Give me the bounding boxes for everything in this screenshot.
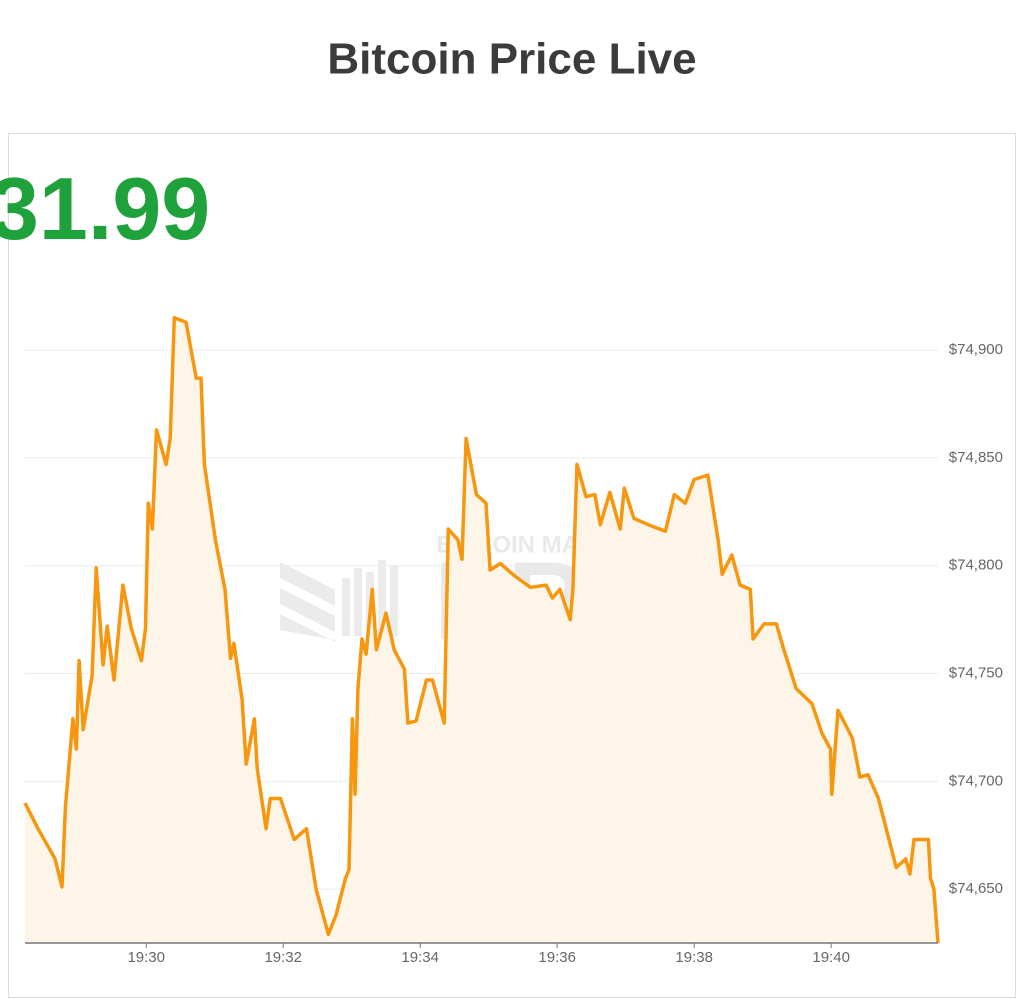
x-tick-label: 19:38 — [675, 949, 713, 966]
x-tick-label: 19:40 — [812, 949, 850, 966]
price-value: 74,631.99 — [0, 159, 210, 258]
y-tick-label: $74,650 — [949, 880, 1003, 897]
watermark-logo — [280, 560, 398, 642]
x-tick-label: 19:30 — [127, 949, 165, 966]
x-tick-label: 19:36 — [538, 949, 576, 966]
x-tick-label: 19:32 — [264, 949, 302, 966]
price-line — [23, 316, 940, 944]
price: $74,631.99 — [0, 159, 210, 258]
area — [25, 317, 938, 943]
y-tick-label: $74,800 — [949, 557, 1003, 574]
x-tick-label: 19:34 — [401, 949, 439, 966]
y-tick-label: $74,900 — [949, 341, 1003, 358]
y-tick-label: $74,750 — [949, 664, 1003, 681]
y-tick-label: $74,700 — [949, 772, 1003, 789]
y-tick-label: $74,850 — [949, 449, 1003, 466]
page-title: Bitcoin Price Live — [327, 35, 696, 84]
